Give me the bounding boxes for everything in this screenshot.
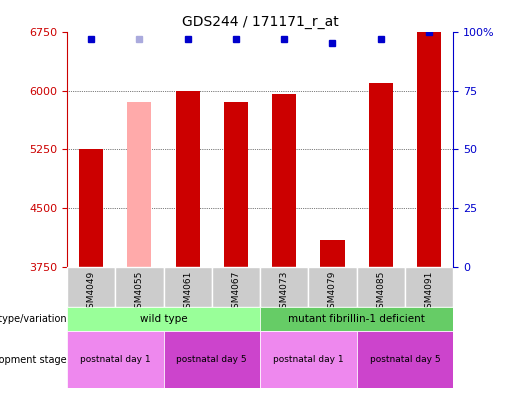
FancyBboxPatch shape (67, 331, 163, 388)
Text: wild type: wild type (140, 314, 187, 324)
FancyBboxPatch shape (67, 307, 260, 331)
Bar (176, 91, 200, 267)
Text: GSM4085: GSM4085 (376, 270, 385, 314)
Bar (272, 94, 296, 267)
Bar (320, 240, 345, 267)
FancyBboxPatch shape (260, 331, 356, 388)
Bar (417, 32, 441, 267)
FancyBboxPatch shape (356, 331, 453, 388)
FancyBboxPatch shape (405, 267, 453, 307)
Text: development stage: development stage (0, 354, 67, 364)
Text: GSM4067: GSM4067 (231, 270, 241, 314)
Text: GSM4061: GSM4061 (183, 270, 192, 314)
Text: GSM4049: GSM4049 (87, 270, 96, 314)
Text: genotype/variation: genotype/variation (0, 314, 67, 324)
Text: postnatal day 1: postnatal day 1 (80, 355, 150, 364)
Bar (369, 83, 393, 267)
FancyBboxPatch shape (260, 267, 308, 307)
Bar (79, 149, 103, 267)
FancyBboxPatch shape (163, 267, 212, 307)
Title: GDS244 / 171171_r_at: GDS244 / 171171_r_at (182, 15, 338, 29)
Text: GSM4055: GSM4055 (135, 270, 144, 314)
FancyBboxPatch shape (356, 267, 405, 307)
Text: postnatal day 5: postnatal day 5 (370, 355, 440, 364)
Text: mutant fibrillin-1 deficient: mutant fibrillin-1 deficient (288, 314, 425, 324)
Text: postnatal day 1: postnatal day 1 (273, 355, 344, 364)
Text: GSM4073: GSM4073 (280, 270, 289, 314)
FancyBboxPatch shape (67, 267, 115, 307)
Text: GSM4091: GSM4091 (424, 270, 434, 314)
Text: postnatal day 5: postnatal day 5 (177, 355, 247, 364)
Bar (224, 102, 248, 267)
FancyBboxPatch shape (115, 267, 163, 307)
FancyBboxPatch shape (212, 267, 260, 307)
Bar (127, 102, 151, 267)
FancyBboxPatch shape (260, 307, 453, 331)
FancyBboxPatch shape (163, 331, 260, 388)
Text: GSM4079: GSM4079 (328, 270, 337, 314)
FancyBboxPatch shape (308, 267, 356, 307)
